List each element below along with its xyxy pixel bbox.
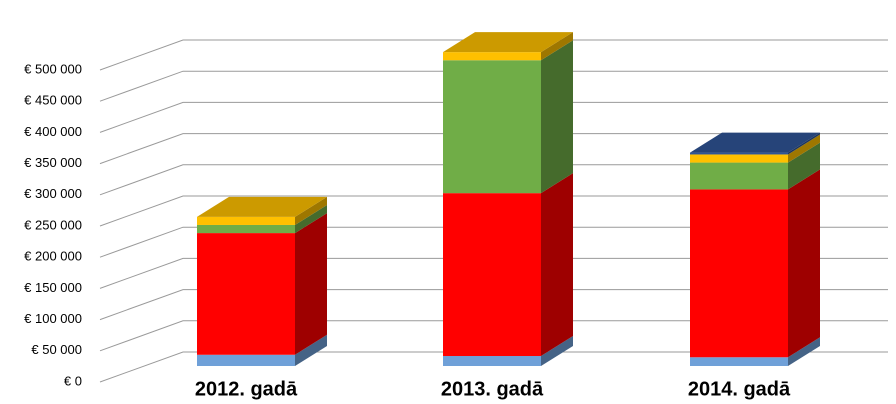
grid-line — [99, 289, 888, 321]
bar-side — [788, 169, 820, 358]
y-tick-label: € 450 000 — [24, 93, 82, 108]
bar-segment — [443, 52, 541, 61]
grid-line — [99, 257, 888, 289]
grid-line — [99, 351, 888, 383]
grid-line — [99, 70, 888, 102]
bar-side — [541, 32, 573, 61]
bar-segment — [443, 193, 541, 357]
y-tick-label: € 300 000 — [24, 186, 82, 201]
bar-segment — [197, 233, 295, 355]
bar-side — [788, 337, 820, 366]
y-tick-label: € 100 000 — [24, 311, 82, 326]
bar-side — [295, 204, 327, 234]
x-tick-label: 2014. gadā — [688, 378, 791, 400]
bar-side — [295, 334, 327, 366]
bar-segment — [690, 162, 788, 190]
y-tick-label: € 150 000 — [24, 280, 82, 295]
bar-segment — [443, 356, 541, 366]
y-tick-label: € 250 000 — [24, 217, 82, 232]
grid-line — [99, 320, 888, 352]
grid-line — [99, 195, 888, 227]
bar-segment — [443, 60, 541, 194]
bar-top — [197, 196, 327, 217]
bar-top — [443, 32, 573, 53]
bar-side — [788, 134, 820, 163]
x-tick-label: 2013. gadā — [441, 378, 544, 400]
y-tick-label: € 200 000 — [24, 249, 82, 264]
bar-segment — [197, 354, 295, 366]
bar-segment — [197, 216, 295, 225]
grid-line — [99, 101, 888, 133]
y-tick-label: € 50 000 — [31, 342, 82, 357]
bar-side — [295, 196, 327, 225]
bar-side — [541, 336, 573, 366]
y-tick-label: € 500 000 — [24, 61, 82, 76]
bar-side — [295, 213, 327, 355]
y-tick-label: € 350 000 — [24, 155, 82, 170]
bar-side — [788, 142, 820, 190]
y-tick-label: € 0 — [64, 373, 82, 388]
y-tick-label: € 400 000 — [24, 124, 82, 139]
grid-line — [99, 133, 888, 165]
grid-line — [99, 39, 888, 71]
bar-side — [788, 132, 820, 155]
bar-top — [690, 132, 820, 153]
bar-segment — [690, 152, 788, 155]
bar-side — [541, 40, 573, 194]
bar-segment — [197, 224, 295, 234]
grid-line — [99, 226, 888, 258]
bar-side — [541, 173, 573, 357]
bar-segment — [690, 189, 788, 358]
grid-line — [99, 164, 888, 196]
x-tick-label: 2012. gadā — [195, 378, 298, 400]
bar-segment — [690, 154, 788, 163]
bar-segment — [690, 357, 788, 366]
